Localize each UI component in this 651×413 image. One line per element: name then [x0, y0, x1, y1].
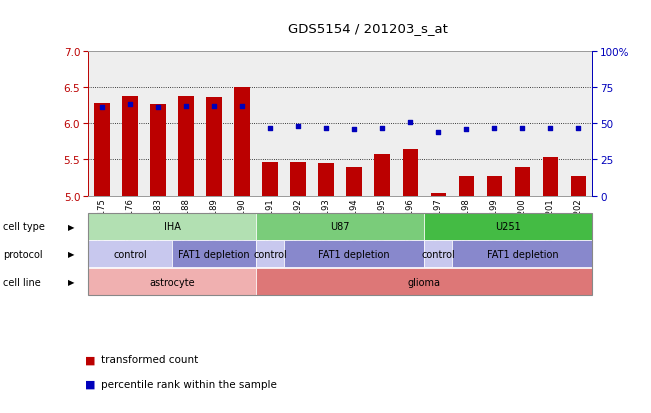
Point — [321, 125, 331, 132]
Text: glioma: glioma — [408, 277, 441, 287]
Bar — [374, 155, 390, 196]
Bar — [430, 194, 446, 196]
Point — [489, 125, 499, 132]
Bar — [458, 177, 474, 196]
Text: FAT1 depletion: FAT1 depletion — [486, 249, 558, 259]
Point — [517, 125, 527, 132]
Point — [433, 129, 443, 136]
Text: ■: ■ — [85, 379, 95, 389]
Bar — [402, 149, 418, 196]
Point — [573, 125, 583, 132]
Bar — [262, 162, 278, 196]
Text: protocol: protocol — [3, 249, 43, 259]
Bar — [515, 167, 530, 196]
Bar — [150, 104, 165, 196]
Point — [125, 102, 135, 109]
Text: astrocyte: astrocyte — [149, 277, 195, 287]
Bar — [290, 162, 306, 196]
Bar — [346, 167, 362, 196]
Point — [209, 103, 219, 110]
Text: control: control — [253, 249, 287, 259]
Text: U251: U251 — [495, 221, 521, 232]
Text: cell type: cell type — [3, 221, 45, 232]
Text: transformed count: transformed count — [101, 354, 198, 364]
Point — [153, 105, 163, 112]
Text: GDS5154 / 201203_s_at: GDS5154 / 201203_s_at — [288, 22, 448, 35]
Bar — [543, 158, 558, 196]
Point — [97, 105, 107, 112]
Text: control: control — [421, 249, 455, 259]
Point — [293, 123, 303, 130]
Bar — [318, 164, 334, 196]
Point — [461, 126, 471, 133]
Text: control: control — [113, 249, 147, 259]
Bar — [486, 177, 502, 196]
Point — [405, 119, 415, 126]
Bar — [206, 98, 222, 196]
Bar — [234, 88, 250, 196]
Point — [265, 125, 275, 132]
Text: ▶: ▶ — [68, 222, 75, 231]
Text: ▶: ▶ — [68, 250, 75, 259]
Text: percentile rank within the sample: percentile rank within the sample — [101, 379, 277, 389]
Point — [349, 126, 359, 133]
Point — [377, 125, 387, 132]
Text: U87: U87 — [331, 221, 350, 232]
Bar — [122, 97, 137, 196]
Bar — [571, 177, 586, 196]
Point — [545, 125, 555, 132]
Bar — [178, 97, 194, 196]
Text: ▶: ▶ — [68, 278, 75, 286]
Text: cell line: cell line — [3, 277, 41, 287]
Text: IHA: IHA — [163, 221, 180, 232]
Point — [181, 103, 191, 110]
Bar — [94, 104, 109, 196]
Text: FAT1 depletion: FAT1 depletion — [178, 249, 250, 259]
Text: ■: ■ — [85, 354, 95, 364]
Point — [237, 103, 247, 110]
Text: FAT1 depletion: FAT1 depletion — [318, 249, 390, 259]
